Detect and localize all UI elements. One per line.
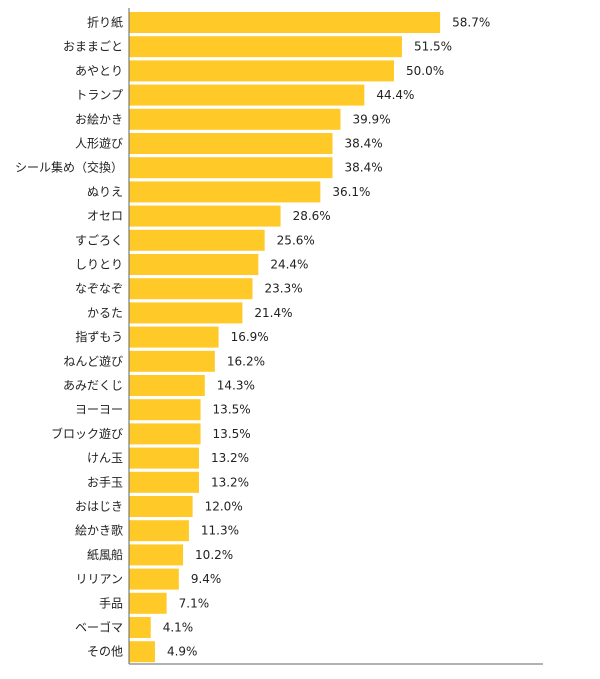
category-label: けん玉 <box>87 451 123 465</box>
category-label: なぞなぞ <box>75 282 123 296</box>
value-label: 10.2% <box>195 548 233 562</box>
value-label: 21.4% <box>254 306 292 320</box>
category-label: ベーゴマ <box>75 620 123 635</box>
value-label: 13.2% <box>211 451 249 465</box>
category-label: すごろく <box>75 232 123 247</box>
value-label: 4.1% <box>163 621 194 635</box>
value-label: 36.1% <box>332 185 370 199</box>
category-label: 手品 <box>99 596 123 610</box>
bar <box>129 108 341 130</box>
category-label: オセロ <box>87 209 123 223</box>
bar <box>129 641 155 663</box>
category-label: しりとり <box>75 258 123 272</box>
category-label: ヨーヨー <box>75 403 123 417</box>
bars-group <box>129 12 441 663</box>
bar <box>129 447 199 469</box>
value-label: 13.2% <box>211 475 249 489</box>
bar <box>129 375 205 396</box>
bar <box>129 326 219 348</box>
value-label: 12.0% <box>205 500 243 514</box>
bar <box>129 181 321 203</box>
value-label: 14.3% <box>217 379 255 393</box>
category-label: お絵かき <box>75 111 123 126</box>
bar <box>129 205 281 227</box>
bar <box>129 423 201 445</box>
bar <box>129 254 259 275</box>
category-label: 指ずもう <box>75 329 123 344</box>
value-label: 51.5% <box>414 40 452 54</box>
category-label: リリアン <box>75 572 123 586</box>
value-label: 38.4% <box>345 161 383 175</box>
value-label: 23.3% <box>264 282 302 296</box>
bar <box>129 617 151 638</box>
bar <box>129 350 215 372</box>
category-label: おはじき <box>75 500 123 514</box>
category-label: ぬりえ <box>87 185 123 199</box>
value-label: 13.5% <box>213 403 251 417</box>
bar <box>129 133 333 154</box>
value-label: 9.4% <box>191 572 222 586</box>
bar <box>129 12 441 33</box>
bar <box>129 157 333 179</box>
bar <box>129 229 265 251</box>
bar <box>129 302 243 324</box>
category-label: その他 <box>87 645 123 659</box>
category-label: 絵かき歌 <box>75 523 123 538</box>
value-label: 16.9% <box>231 330 269 344</box>
bar <box>129 496 193 517</box>
category-label: 紙風船 <box>87 547 123 562</box>
category-label: あやとり <box>75 64 123 78</box>
category-label: トランプ <box>75 88 123 102</box>
bar <box>129 84 365 106</box>
value-labels: 58.7%51.5% 50.0% 44.4% 39.9% 38.4% 38.4% 36.1%… <box>163 16 491 659</box>
value-label: 39.9% <box>352 112 390 126</box>
bar <box>129 471 199 493</box>
value-label: 11.3% <box>201 524 239 538</box>
value-label: 4.9% <box>167 645 198 659</box>
category-label: かるた <box>87 306 123 320</box>
category-label: 人形遊び <box>75 136 123 151</box>
bar <box>129 399 201 421</box>
value-label: 58.7% <box>452 16 490 30</box>
bar <box>129 36 402 58</box>
value-label: 44.4% <box>376 88 414 102</box>
category-label: 折り紙 <box>87 15 123 30</box>
category-label: ねんど遊び <box>63 353 123 368</box>
bar <box>129 544 184 566</box>
category-label: お手玉 <box>87 475 123 489</box>
value-label: 50.0% <box>406 64 444 78</box>
bar <box>129 568 179 590</box>
value-label: 7.1% <box>179 596 210 610</box>
value-label: 38.4% <box>345 137 383 151</box>
value-label: 25.6% <box>277 233 315 247</box>
category-label: あみだくじ <box>63 379 123 393</box>
bar <box>129 278 253 300</box>
value-label: 28.6% <box>293 209 331 223</box>
value-label: 13.5% <box>213 427 251 441</box>
category-label: ブロック遊び <box>51 426 123 441</box>
bar <box>129 520 189 542</box>
bar <box>129 592 167 614</box>
value-label: 24.4% <box>270 258 308 272</box>
bar <box>129 60 394 82</box>
category-label: シール集め（交換） <box>15 160 123 175</box>
value-label: 16.2% <box>227 354 265 368</box>
category-label: おままごと <box>63 39 123 54</box>
